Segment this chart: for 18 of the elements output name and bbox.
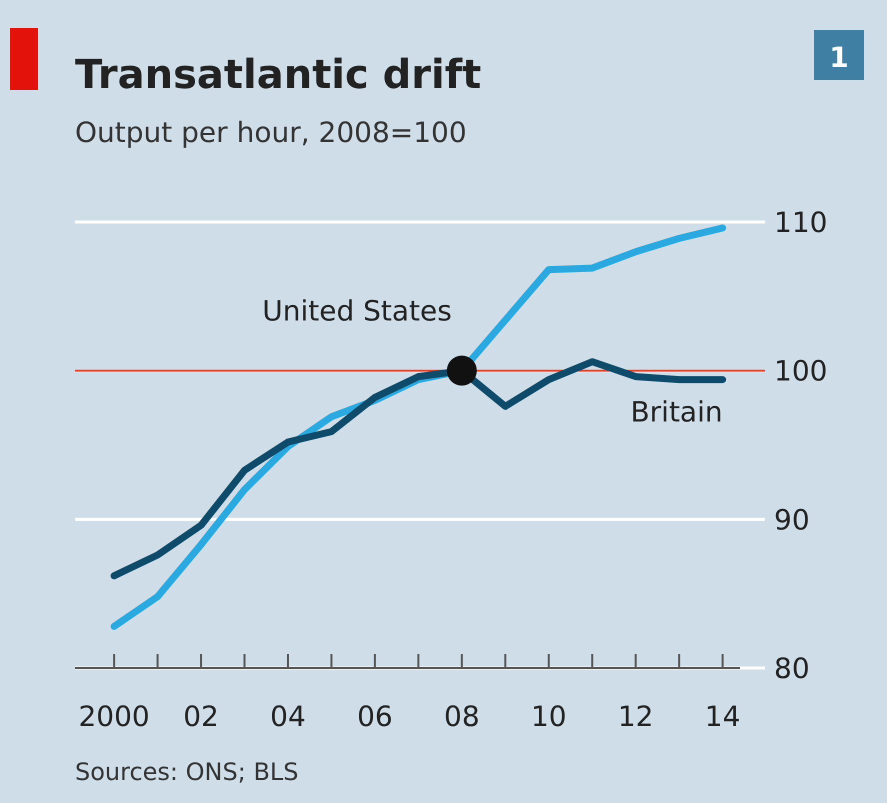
x-tick-label: 06: [357, 700, 393, 733]
x-tick-label: 10: [530, 700, 567, 733]
source-note: Sources: ONS; BLS: [75, 758, 299, 786]
y-tick-label: 100: [774, 354, 828, 388]
series-label: Britain: [630, 396, 723, 429]
x-tick-label: 12: [618, 700, 654, 733]
y-tick-label: 80: [774, 652, 810, 685]
series-label: United States: [262, 294, 452, 328]
x-tick-label: 08: [444, 700, 480, 733]
x-tick-label: 2000: [78, 700, 150, 733]
x-tick-label: 14: [704, 700, 740, 733]
x-tick-label: 04: [270, 700, 306, 733]
x-tick-label: 02: [183, 700, 219, 733]
text: 1: [829, 41, 849, 74]
y-tick-label: 110: [774, 206, 828, 239]
y-tick-label: 90: [774, 503, 810, 536]
chart-title: Transatlantic drift: [75, 52, 482, 98]
chart-subtitle: Output per hour, 2008=100: [75, 116, 467, 149]
